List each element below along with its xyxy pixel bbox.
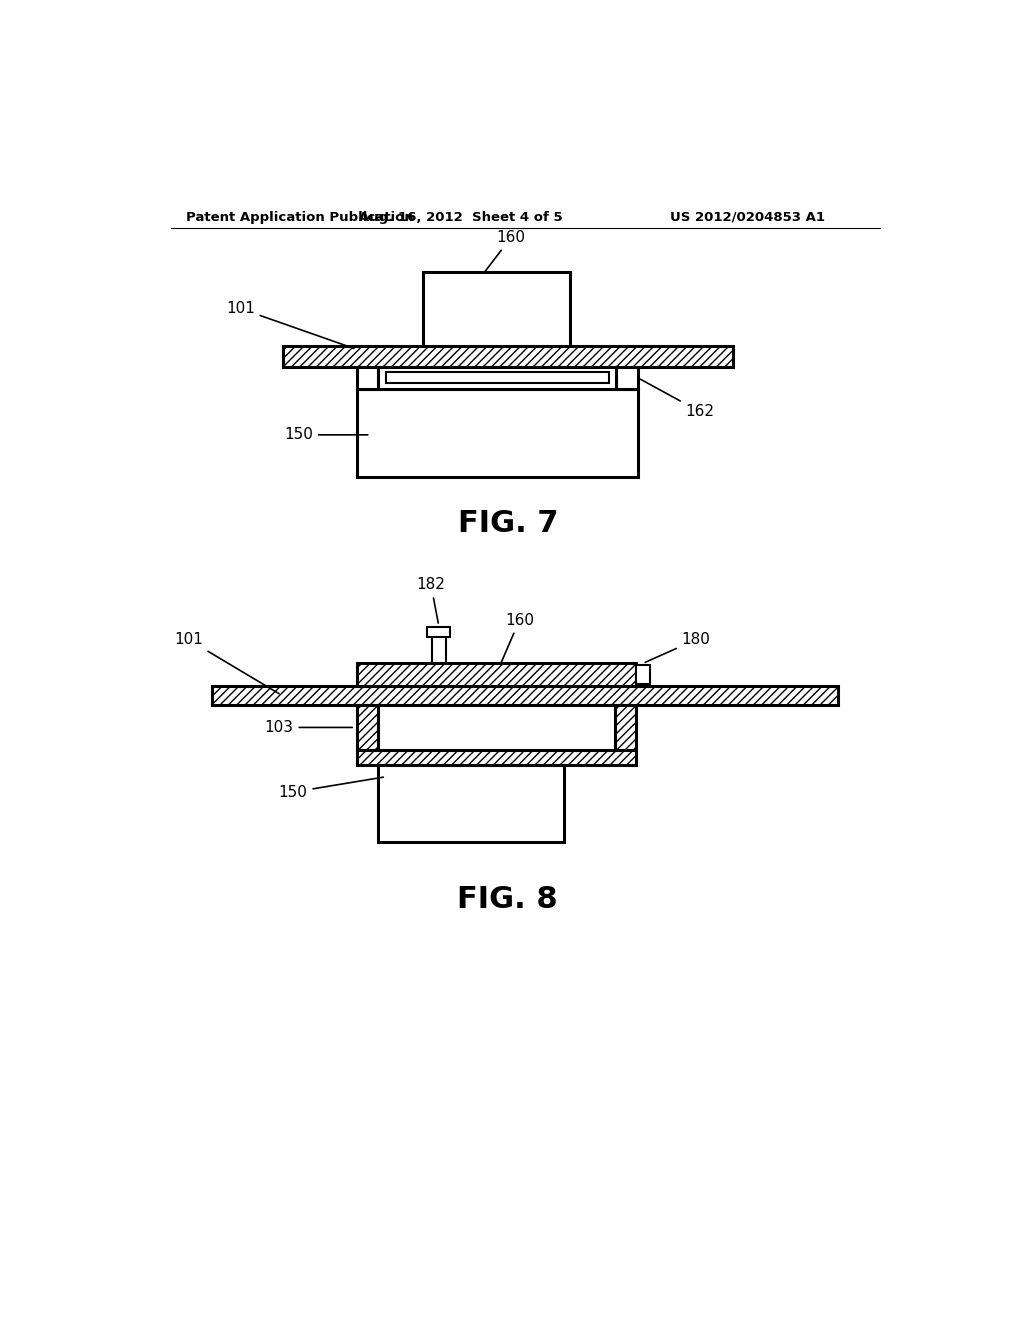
Text: 103: 103 [264, 719, 352, 735]
Text: 160: 160 [498, 612, 534, 672]
Text: Patent Application Publication: Patent Application Publication [186, 211, 414, 224]
Bar [212, 686, 838, 705]
Bar [356, 705, 378, 750]
Text: 162: 162 [640, 379, 715, 420]
Text: 150: 150 [279, 777, 383, 800]
Bar [283, 346, 732, 367]
Text: FIG. 8: FIG. 8 [458, 884, 558, 913]
Bar [378, 705, 614, 750]
Bar [614, 705, 636, 750]
Text: 160: 160 [483, 230, 525, 275]
Bar [432, 636, 445, 663]
Text: US 2012/0204853 A1: US 2012/0204853 A1 [671, 211, 825, 224]
Bar [356, 750, 636, 766]
Bar [356, 388, 638, 478]
Bar [356, 705, 378, 750]
Text: 180: 180 [645, 632, 711, 663]
Bar [636, 665, 649, 684]
Text: 101: 101 [226, 301, 354, 348]
Bar [614, 705, 636, 750]
Bar [356, 367, 378, 388]
Bar [356, 663, 636, 686]
Text: Aug. 16, 2012  Sheet 4 of 5: Aug. 16, 2012 Sheet 4 of 5 [359, 211, 563, 224]
Bar [386, 372, 608, 383]
Bar [616, 367, 638, 388]
Text: 182: 182 [417, 577, 445, 623]
Text: 101: 101 [174, 632, 280, 694]
Bar [283, 346, 732, 367]
Text: FIG. 7: FIG. 7 [458, 508, 558, 537]
Text: 150: 150 [284, 428, 368, 442]
Bar [356, 750, 636, 766]
Bar [356, 663, 636, 686]
Bar [212, 686, 838, 705]
Bar [423, 272, 569, 346]
Bar [427, 627, 451, 636]
Bar [378, 367, 616, 388]
Bar [378, 766, 564, 842]
